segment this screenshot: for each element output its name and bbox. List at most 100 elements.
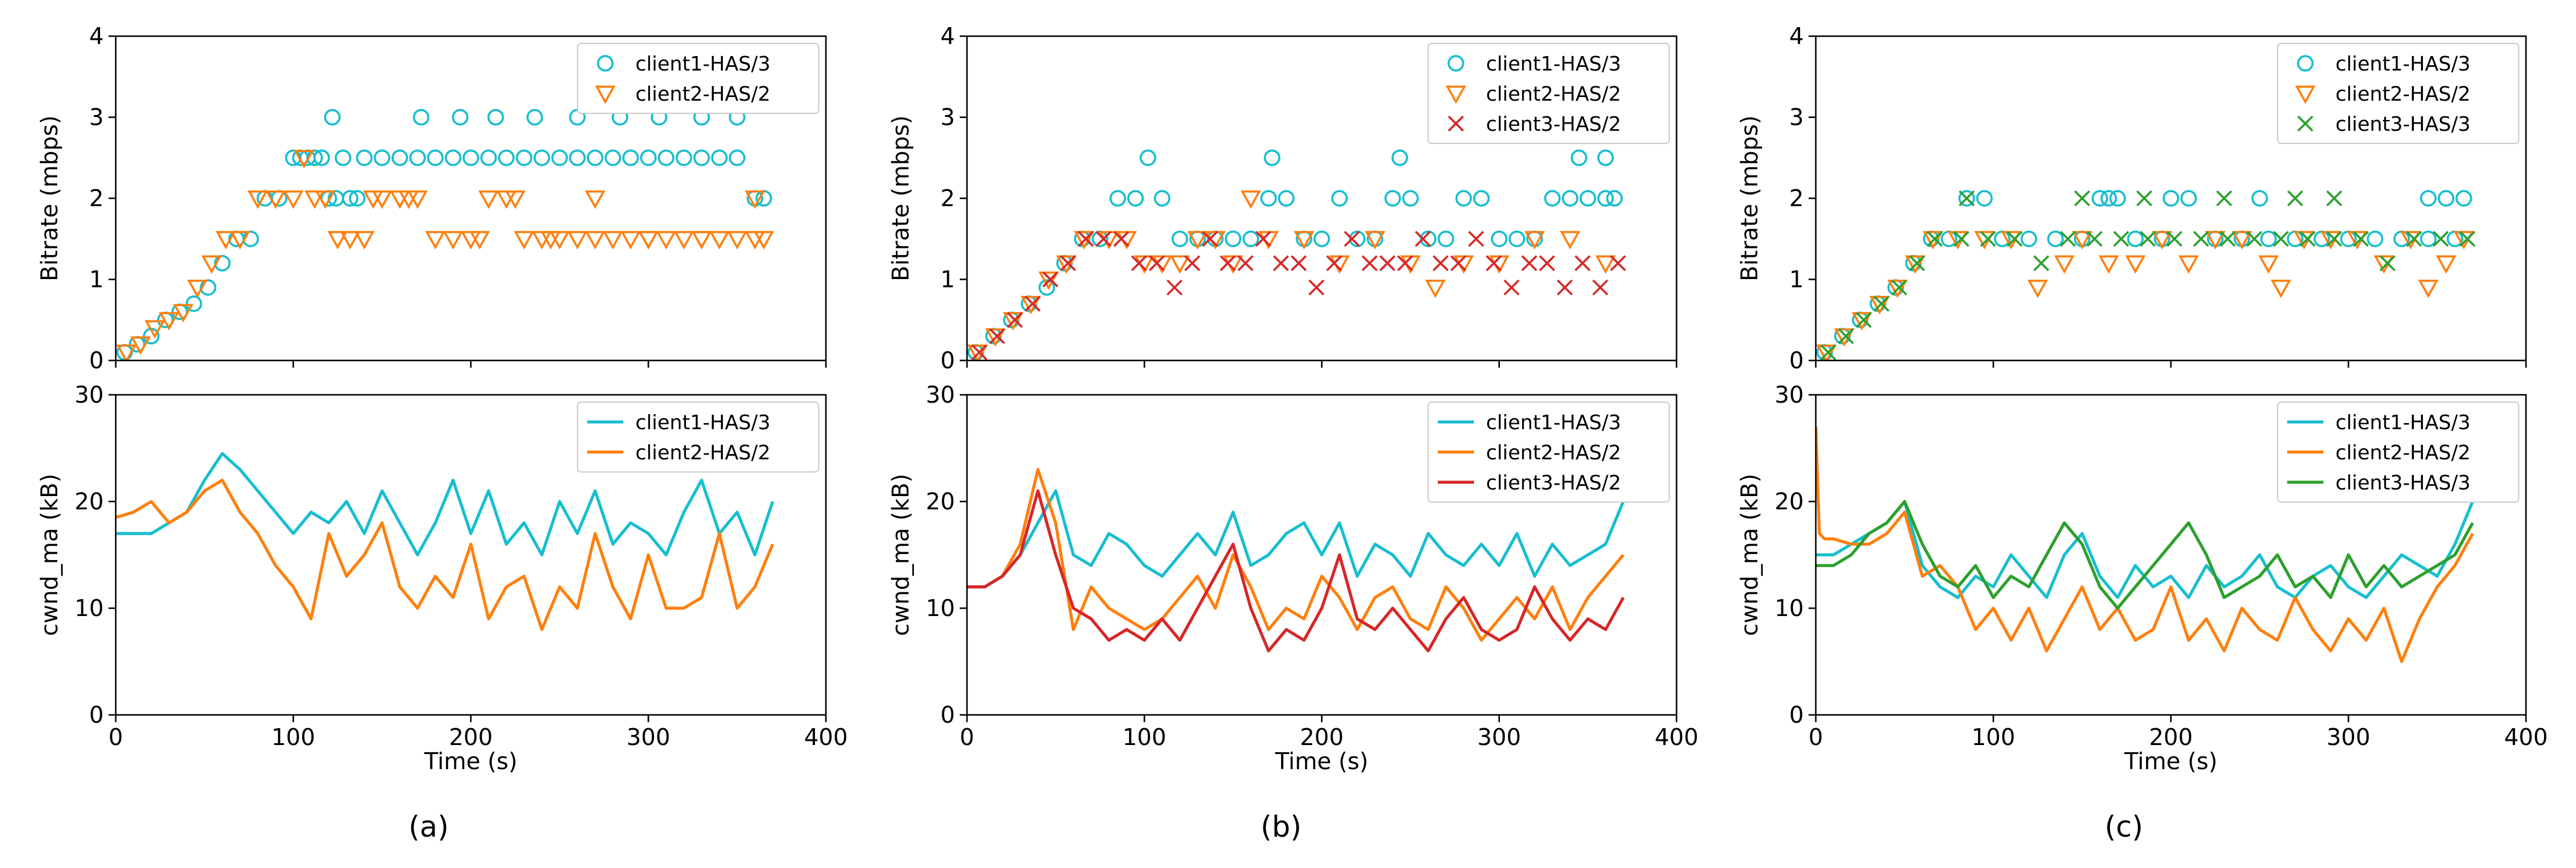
panel-b-bottom-ytick-label: 20: [926, 488, 955, 515]
panel-b-top-point: [1095, 231, 1112, 247]
panel-b-top-ytick-label: 1: [940, 266, 955, 293]
panel-b-top-ylabel: Bitrate (mbps): [887, 115, 914, 281]
panel-b-top-point: [1468, 231, 1484, 247]
panel-a-top-point: [172, 304, 194, 322]
panel-b-top-point: [1294, 231, 1315, 250]
panel-b-top-point: [1420, 230, 1437, 247]
panel-b-bottom-ytick-label: 30: [926, 382, 955, 408]
panel-a-top-point: [341, 190, 359, 207]
panel-b-top-point: [1414, 231, 1431, 247]
panel-b-top-point: [1592, 279, 1608, 296]
panel-a-top-point: [374, 149, 391, 166]
panel-a-top-point: [551, 149, 568, 166]
panel-c-top-point: [2205, 231, 2226, 250]
panel-b-bottom-xtick-label: 200: [1300, 724, 1344, 750]
panel-a-top-point: [409, 149, 426, 166]
panel-b-top-point: [1127, 190, 1144, 207]
panel-c-top-point: [2379, 255, 2396, 271]
panel-a-top-point: [753, 231, 774, 250]
panel-c-top-point: [2166, 231, 2183, 247]
panel-a-top-point: [604, 149, 622, 166]
panel-b-bottom-legend-label: client3-HAS/2: [1486, 471, 1621, 494]
panel-a-bottom-legend-label: client2-HAS/2: [635, 441, 770, 464]
panel-c-top-point: [2437, 190, 2455, 207]
panel-b-top-point: [1077, 231, 1094, 247]
panel-c-bottom-data: [1816, 427, 2474, 663]
panel-a-top-point: [658, 149, 675, 166]
panel-a-top-point: [745, 231, 766, 250]
panel-a-top-point: [130, 336, 151, 355]
panel-a-top-point: [442, 231, 464, 250]
panel-a-top-point: [478, 190, 499, 209]
panel-c-bottom-legend: [2277, 401, 2519, 503]
panel-c-top-point: [2436, 255, 2457, 274]
panel-a-top-point: [315, 190, 336, 209]
panel-b-top-legend-marker: [1446, 86, 1466, 104]
panel-a-top-point: [515, 149, 533, 166]
panel-c-top-chart: 0 1 2 3 4 Bitrate (mbps) client1-HAS/3 client2-…: [1736, 23, 2527, 374]
panel-a-bottom-xtick-label: 400: [804, 724, 848, 750]
panel-c-top-point: [2258, 255, 2279, 274]
panel-a-bottom-xtick-label: 100: [271, 724, 315, 750]
panel-a-bottom-chart: 0 100 200 300 400 0 10 20 30 cwnd_ma (kB) Time (s)…: [36, 382, 848, 775]
panel-b-top-legend-label: client1-HAS/3: [1486, 52, 1621, 75]
panel-a-bottom-xlabel: Time (s): [424, 748, 518, 775]
panel-a-top-point: [324, 108, 341, 126]
panel-c-top-point: [2136, 190, 2153, 207]
panel-c-top-point: [2326, 190, 2343, 207]
panel-c-top-point: [2433, 231, 2449, 247]
panel-a-bottom-xtick-label: 0: [109, 724, 123, 750]
panel-c-top-point: [1927, 231, 1943, 247]
panel-c-bottom-legend-label: client3-HAS/3: [2335, 471, 2471, 494]
panel-c-top-ylabel: Bitrate (mbps): [1736, 115, 1763, 281]
panel-c-top-point: [2366, 230, 2384, 247]
panel-b-top-point: [1597, 149, 1614, 166]
panel-c-top-point: [2059, 231, 2076, 247]
panel-b-top-point: [1038, 271, 1059, 291]
panel-c-top-point: [2326, 231, 2343, 247]
panel-b-top-legend-label: client2-HAS/2: [1486, 82, 1621, 105]
panel-c-top-point: [2251, 190, 2268, 207]
panel-b-bottom-series-line: [967, 489, 1625, 653]
panel-a-top-point: [159, 312, 180, 331]
panel-a-top-point: [620, 231, 641, 250]
panel-a-bottom-legend-label: client1-HAS/3: [635, 410, 770, 434]
panel-b-top-ytick-label: 4: [940, 23, 955, 49]
panel-c-top-point: [1816, 344, 1837, 360]
panel-c-top-point: [2220, 231, 2236, 247]
panel-b-bottom-xlabel: Time (s): [1274, 748, 1368, 775]
panel-a-top-point: [215, 231, 236, 250]
panel-a-top-point: [283, 190, 304, 209]
panel-c-top-point: [1856, 312, 1872, 328]
panel-c-top-point: [2074, 190, 2090, 207]
panel-c-top-point: [1904, 255, 1926, 274]
panel-a-top-point: [412, 108, 430, 126]
panel-b-bottom-xtick-label: 400: [1655, 724, 1699, 750]
panel-b-top-point: [1171, 230, 1188, 247]
panel-a-top-point: [709, 231, 730, 250]
panel-a-bottom-xtick-label: 300: [626, 724, 670, 750]
panel-b-top-point: [1485, 255, 1502, 271]
panel-b-bottom-xtick-label: 0: [960, 724, 974, 750]
panel-c-bottom-ytick-label: 0: [1789, 702, 1804, 728]
panel-b-bottom-ytick-label: 0: [940, 702, 955, 728]
panel-c-bottom-ytick-label: 10: [1775, 595, 1804, 621]
panel-b-top-point: [1361, 255, 1378, 271]
panel-b-bottom-legend-label: client1-HAS/3: [1486, 410, 1621, 434]
panel-b-top-point: [1597, 190, 1614, 207]
panel-b-top-point: [1455, 190, 1472, 207]
panel-c-top-point: [1909, 255, 1926, 271]
panel-c-top-point: [2125, 255, 2146, 274]
panel-c-top-point: [1976, 190, 1993, 207]
panel-b-bottom-data: [967, 468, 1625, 653]
panel-a-top-point: [242, 230, 259, 247]
panel-b-top-ytick-label: 2: [940, 185, 955, 212]
panel-a-bottom-series-line: [116, 479, 775, 631]
panel-a-top-legend-marker: [597, 55, 614, 72]
panel-b-top-point: [1425, 280, 1446, 298]
panel-c-top-point: [2352, 231, 2369, 247]
panel-c-top-point: [2178, 255, 2199, 274]
panel-c-bottom-xtick-label: 400: [2504, 724, 2548, 750]
panel-a-top-point: [531, 231, 552, 250]
panel-a-bottom-data: [116, 451, 775, 631]
